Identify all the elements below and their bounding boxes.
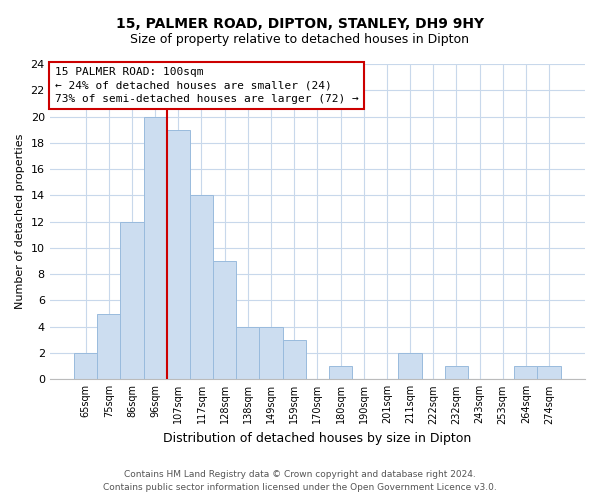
Bar	[514, 366, 538, 380]
Text: Size of property relative to detached houses in Dipton: Size of property relative to detached ho…	[131, 32, 470, 46]
Bar	[538, 366, 560, 380]
Text: 15, PALMER ROAD, DIPTON, STANLEY, DH9 9HY: 15, PALMER ROAD, DIPTON, STANLEY, DH9 9H…	[116, 18, 484, 32]
Bar	[329, 366, 352, 380]
Bar	[97, 314, 121, 380]
Bar	[143, 116, 167, 380]
Bar	[121, 222, 143, 380]
Bar	[398, 353, 422, 380]
Text: 15 PALMER ROAD: 100sqm
← 24% of detached houses are smaller (24)
73% of semi-det: 15 PALMER ROAD: 100sqm ← 24% of detached…	[55, 67, 359, 104]
Y-axis label: Number of detached properties: Number of detached properties	[15, 134, 25, 310]
Bar	[74, 353, 97, 380]
X-axis label: Distribution of detached houses by size in Dipton: Distribution of detached houses by size …	[163, 432, 472, 445]
Bar	[445, 366, 468, 380]
Text: Contains HM Land Registry data © Crown copyright and database right 2024.
Contai: Contains HM Land Registry data © Crown c…	[103, 470, 497, 492]
Bar	[167, 130, 190, 380]
Bar	[190, 196, 213, 380]
Bar	[236, 327, 259, 380]
Bar	[283, 340, 306, 380]
Bar	[213, 261, 236, 380]
Bar	[259, 327, 283, 380]
